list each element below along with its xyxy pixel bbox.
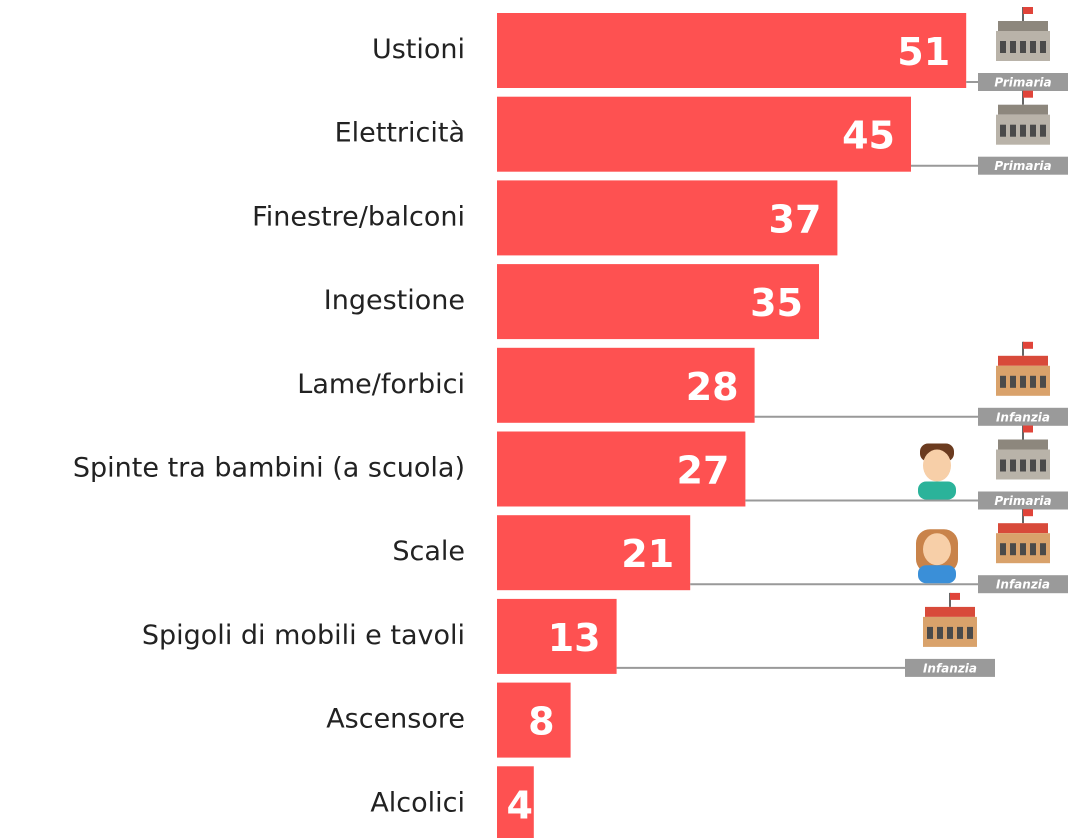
roof xyxy=(998,523,1048,533)
kid-icon xyxy=(916,529,958,583)
window xyxy=(1010,125,1016,137)
window xyxy=(1000,543,1006,555)
window xyxy=(1000,41,1006,53)
category-label: Ascensore xyxy=(326,704,465,735)
flag xyxy=(1023,91,1033,98)
badge-icon: Infanzia xyxy=(755,342,1068,426)
badge-icon: Infanzia xyxy=(617,593,995,677)
category-label: Spigoli di mobili e tavoli xyxy=(142,620,465,651)
window xyxy=(1010,376,1016,388)
value-label: 27 xyxy=(677,449,730,493)
roof xyxy=(998,356,1048,366)
window xyxy=(1040,41,1046,53)
window xyxy=(1030,41,1036,53)
roof xyxy=(925,607,975,617)
bar xyxy=(497,13,966,88)
window xyxy=(1000,376,1006,388)
face xyxy=(923,533,951,565)
flag xyxy=(1023,7,1033,14)
value-label: 28 xyxy=(686,365,739,409)
window xyxy=(1020,376,1026,388)
body xyxy=(918,565,956,583)
window xyxy=(1020,125,1026,137)
badge-label: Infanzia xyxy=(923,661,977,675)
window xyxy=(957,627,963,639)
chart: Ustioni 51 Primaria Elettricità 45 Primaria Fi… xyxy=(0,0,1083,838)
window xyxy=(1020,543,1026,555)
badge-label: Primaria xyxy=(994,76,1051,90)
window xyxy=(1030,376,1036,388)
value-label: 37 xyxy=(769,197,822,241)
kid-icon xyxy=(918,444,956,500)
value-label: 21 xyxy=(621,532,674,576)
flag xyxy=(1023,509,1033,516)
badge-icon: Infanzia xyxy=(690,509,1068,593)
category-label: Finestre/balconi xyxy=(252,201,465,232)
value-label: 13 xyxy=(548,616,601,660)
window xyxy=(967,627,973,639)
window xyxy=(1030,460,1036,472)
flag xyxy=(950,593,960,600)
window xyxy=(1010,41,1016,53)
window xyxy=(1000,460,1006,472)
category-label: Ingestione xyxy=(324,285,465,316)
flag xyxy=(1023,426,1033,433)
value-label: 45 xyxy=(842,114,895,158)
roof xyxy=(998,105,1048,115)
category-label: Elettricità xyxy=(335,118,465,149)
window xyxy=(1020,460,1026,472)
window xyxy=(1040,543,1046,555)
badge-icon: Primaria xyxy=(745,426,1068,510)
value-label: 51 xyxy=(897,30,950,74)
value-label: 4 xyxy=(507,783,533,827)
window xyxy=(947,627,953,639)
window xyxy=(937,627,943,639)
window xyxy=(1020,41,1026,53)
category-label: Ustioni xyxy=(372,34,465,65)
value-label: 8 xyxy=(528,700,554,744)
badge-icon: Primaria xyxy=(966,7,1068,91)
window xyxy=(1040,460,1046,472)
value-label: 35 xyxy=(750,281,803,325)
window xyxy=(1040,125,1046,137)
window xyxy=(1010,460,1016,472)
roof xyxy=(998,21,1048,31)
badge-label: Primaria xyxy=(994,159,1051,173)
window xyxy=(1030,543,1036,555)
category-label: Lame/forbici xyxy=(297,369,465,400)
window xyxy=(1010,543,1016,555)
badge-icon: Primaria xyxy=(911,91,1068,175)
window xyxy=(1040,376,1046,388)
category-label: Scale xyxy=(392,536,465,567)
badge-label: Infanzia xyxy=(996,578,1050,592)
face xyxy=(923,450,951,482)
badge-label: Primaria xyxy=(994,494,1051,508)
badge-label: Infanzia xyxy=(996,410,1050,424)
category-label: Alcolici xyxy=(370,787,465,818)
flag xyxy=(1023,342,1033,349)
window xyxy=(1030,125,1036,137)
window xyxy=(927,627,933,639)
roof xyxy=(998,440,1048,450)
body xyxy=(918,482,956,500)
window xyxy=(1000,125,1006,137)
category-label: Spinte tra bambini (a scuola) xyxy=(73,453,465,484)
